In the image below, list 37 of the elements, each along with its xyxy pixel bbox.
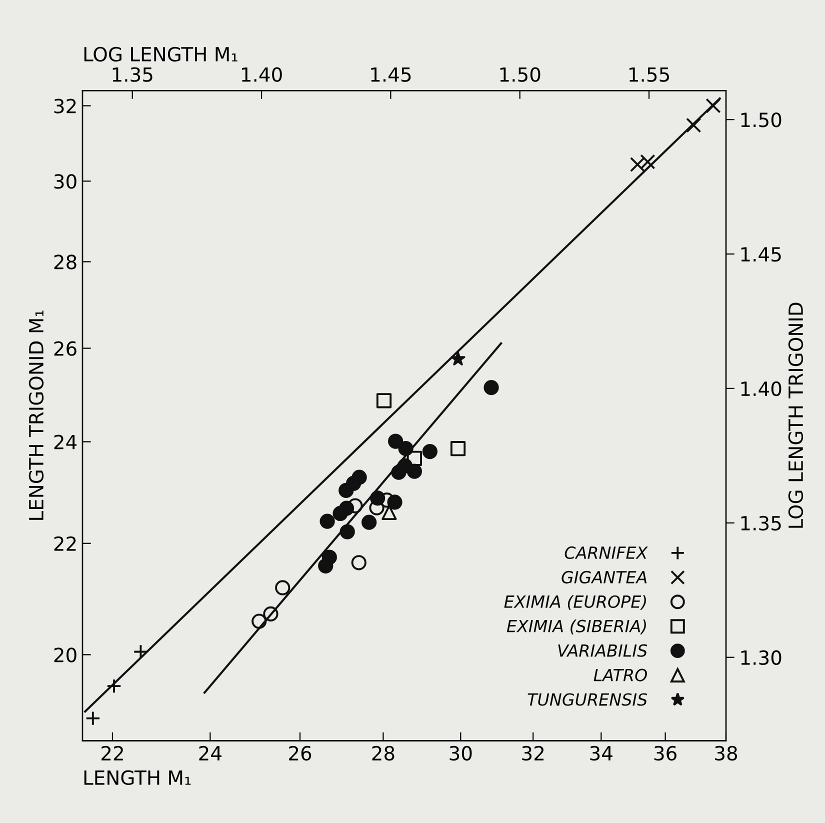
x2-tick-label: 1.55 bbox=[630, 67, 669, 82]
legend-label: CARNIFEX bbox=[564, 546, 648, 560]
x-tick-label: 22 bbox=[102, 746, 123, 760]
y-tick-label: 24 bbox=[54, 434, 77, 450]
y-tick-label: 28 bbox=[54, 254, 76, 270]
x2-tick-label: 1.40 bbox=[242, 67, 282, 82]
y-tick-label: 30 bbox=[54, 174, 76, 189]
x-tick-label: 36 bbox=[654, 746, 676, 761]
x-tick-label: 38 bbox=[715, 746, 738, 761]
x-tick-label: 24 bbox=[199, 746, 222, 760]
legend-label: EXIMIA (EUROPE) bbox=[504, 595, 646, 610]
y2-tick-label: 1.40 bbox=[741, 381, 782, 396]
y2-tick-label: 1.45 bbox=[741, 247, 781, 262]
x-tick-label: 30 bbox=[450, 746, 472, 761]
x2-axis-title: LOG LENGTH M₁ bbox=[84, 46, 238, 62]
y-tick-label: 20 bbox=[54, 648, 76, 662]
x-tick-label: 26 bbox=[289, 746, 312, 761]
x-tick-label: 32 bbox=[522, 746, 544, 761]
legend-label: GIGANTEA bbox=[562, 570, 647, 584]
legend-label: VARIABILIS bbox=[558, 644, 648, 657]
y-tick-label: 32 bbox=[54, 98, 76, 114]
legend-label: EXIMIA (SIBERIA) bbox=[506, 620, 646, 634]
x2-tick-label: 1.35 bbox=[112, 67, 152, 82]
y2-tick-label: 1.30 bbox=[741, 650, 782, 666]
legend-label: TUNGURENSIS bbox=[528, 693, 648, 706]
y2-tick-label: 1.50 bbox=[741, 112, 782, 128]
y-tick-label: 26 bbox=[54, 341, 76, 356]
x-tick-label: 34 bbox=[590, 746, 612, 761]
y2-tick-label: 1.35 bbox=[741, 516, 781, 531]
y-tick-label: 22 bbox=[54, 536, 76, 551]
y2-axis-title: LOG LENGTH TRIGONID bbox=[788, 302, 804, 528]
x-tick-label: 28 bbox=[372, 746, 394, 761]
x2-tick-label: 1.45 bbox=[371, 67, 411, 82]
x-axis-title: LENGTH M₁ bbox=[84, 770, 191, 785]
y-axis-title: LENGTH TRIGONID M₁ bbox=[28, 310, 44, 520]
legend-label: LATRO bbox=[594, 668, 647, 682]
x2-tick-label: 1.50 bbox=[500, 67, 540, 82]
